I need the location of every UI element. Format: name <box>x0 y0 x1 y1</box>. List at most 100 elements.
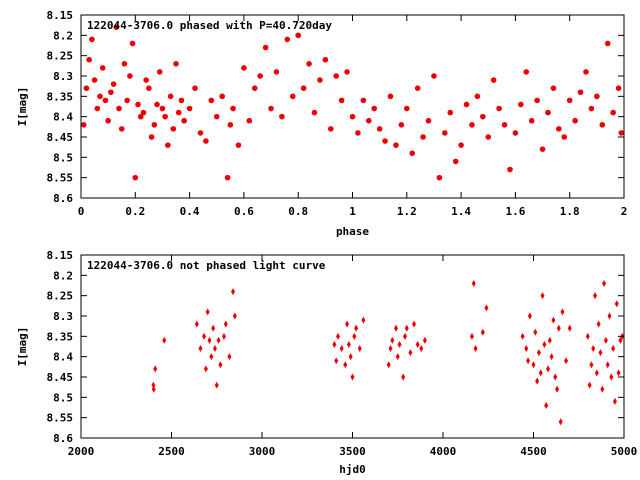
data-point <box>390 336 395 344</box>
data-point <box>178 97 185 104</box>
data-point <box>227 122 234 128</box>
data-point <box>518 101 524 108</box>
x-tick-label: 2 <box>621 205 628 218</box>
data-point <box>346 340 351 348</box>
data-point <box>94 105 101 112</box>
data-point <box>602 279 607 287</box>
data-point <box>588 105 595 112</box>
data-point <box>349 113 356 120</box>
data-point <box>350 373 355 381</box>
data-point <box>162 113 168 120</box>
x-tick-label: 4500 <box>520 445 547 458</box>
x-tick-label: 0.8 <box>288 205 308 218</box>
x-tick-label: 0 <box>78 205 85 218</box>
data-point <box>447 109 454 116</box>
data-point <box>524 345 529 353</box>
data-point <box>97 93 103 100</box>
data-point <box>414 85 421 91</box>
data-point <box>542 340 547 348</box>
y-tick-label: 8.15 <box>47 249 74 262</box>
data-point <box>587 381 592 389</box>
data-point <box>585 332 590 340</box>
data-point <box>197 130 204 136</box>
data-point <box>348 353 353 361</box>
data-point <box>361 316 366 324</box>
data-point <box>231 288 236 296</box>
data-point <box>387 93 394 100</box>
data-point <box>507 166 513 173</box>
data-point <box>523 69 530 75</box>
data-point <box>480 328 485 336</box>
data-point <box>615 85 622 91</box>
data-point <box>393 142 399 148</box>
data-point <box>99 65 106 71</box>
data-point <box>591 345 596 353</box>
y-axis-label: I[mag] <box>16 327 29 367</box>
data-point <box>357 345 362 353</box>
data-point <box>605 361 610 369</box>
data-point <box>404 324 409 332</box>
data-point <box>343 361 348 369</box>
data-point <box>212 345 217 353</box>
data-point <box>241 65 247 71</box>
data-point <box>113 24 120 31</box>
data-point <box>102 97 109 104</box>
data-point <box>132 174 139 181</box>
data-point <box>382 138 388 144</box>
x-tick-label: 2500 <box>158 445 185 458</box>
data-point <box>409 150 416 157</box>
data-point <box>528 117 535 124</box>
data-point <box>211 324 216 332</box>
data-point <box>143 77 149 83</box>
data-point <box>360 97 367 104</box>
data-point <box>327 126 334 132</box>
data-point <box>181 117 187 124</box>
data-point <box>216 336 221 344</box>
data-point <box>221 332 226 340</box>
data-point <box>545 365 550 373</box>
x-tick-label: 5000 <box>611 445 638 458</box>
data-point <box>355 130 361 136</box>
data-point <box>273 69 280 75</box>
data-point <box>566 97 573 104</box>
data-point <box>393 324 398 332</box>
data-point <box>496 105 502 112</box>
data-point <box>431 73 437 79</box>
data-point <box>616 369 621 377</box>
data-point <box>463 101 470 108</box>
y-tick-label: 8.35 <box>47 90 74 103</box>
data-point <box>159 105 166 112</box>
data-point <box>535 377 540 385</box>
phased-light-curve-panel: 0 0.2 0.4 0.6 0.8 1 1.2 1.4 1.6 1.8 2 8.15 8.2 8.25 8.… <box>16 9 627 238</box>
data-point <box>560 308 565 316</box>
data-point <box>116 105 122 112</box>
data-point <box>485 134 492 140</box>
y-tick-label: 8.15 <box>47 9 74 22</box>
data-point <box>618 130 625 136</box>
data-point <box>512 130 519 136</box>
data-point <box>151 385 156 393</box>
data-point <box>538 369 543 377</box>
data-point <box>105 117 111 124</box>
data-point <box>194 320 199 328</box>
y-tick-label: 8.2 <box>53 269 73 282</box>
y-tick-label: 8.25 <box>47 50 74 63</box>
data-point <box>110 81 117 87</box>
x-tick-label: 2000 <box>68 445 95 458</box>
data-point <box>376 126 383 132</box>
data-point <box>165 142 171 148</box>
data-point <box>289 93 296 100</box>
data-point <box>205 308 210 316</box>
y-tick-label: 8.55 <box>47 412 74 425</box>
data-point <box>214 381 219 389</box>
data-point <box>436 174 443 181</box>
data-point <box>618 336 623 344</box>
data-point <box>480 113 486 120</box>
data-point <box>352 332 357 340</box>
data-point <box>219 93 225 100</box>
phased-data-points <box>80 24 625 181</box>
chart-title: 122044-3706.0 phased with P=40.720day <box>87 19 332 32</box>
data-point <box>599 122 606 128</box>
data-point <box>534 97 540 104</box>
data-point <box>490 77 497 83</box>
